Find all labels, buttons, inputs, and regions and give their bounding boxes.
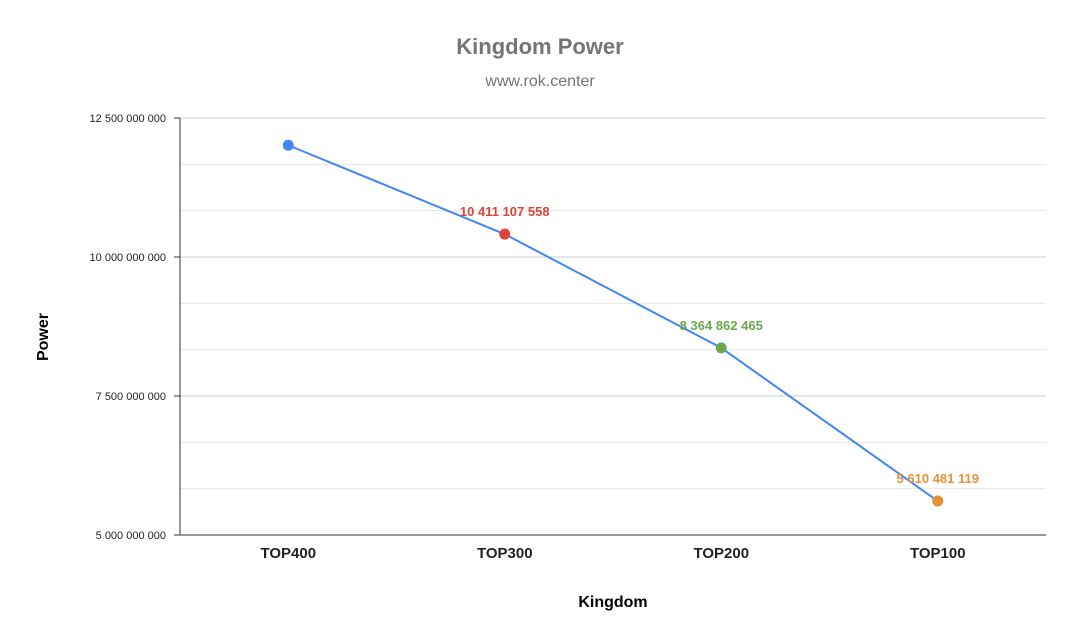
y-tick-label: 12 500 000 000 <box>90 113 166 125</box>
y-tick-label: 7 500 000 000 <box>96 391 166 403</box>
series-line <box>287 144 939 502</box>
x-tick-label: TOP400 <box>260 545 316 562</box>
data-point <box>715 342 727 354</box>
y-axis-title: Power <box>35 313 52 361</box>
data-labels: 10 411 107 558 8 364 862 465 5 610 481 119 <box>460 204 979 486</box>
y-tick-label: 5 000 000 000 <box>96 530 166 542</box>
data-point <box>282 139 294 151</box>
y-tick-label: 10 000 000 000 <box>90 252 166 264</box>
x-tick-label: TOP300 <box>477 545 533 562</box>
x-tick-label: TOP100 <box>910 545 966 562</box>
data-point <box>932 495 944 507</box>
chart-subtitle: www.rok.center <box>484 73 595 90</box>
y-axis-tick-labels: 5 000 000 000 7 500 000 000 10 000 000 000… <box>90 113 166 542</box>
chart-title: Kingdom Power <box>456 34 624 59</box>
x-tick-label: TOP200 <box>693 545 749 562</box>
data-label: 5 610 481 119 <box>897 471 979 486</box>
series-power <box>282 139 944 507</box>
data-label: 8 364 862 465 <box>680 318 763 333</box>
axes <box>174 117 1046 536</box>
x-axis-title: Kingdom <box>578 594 647 611</box>
data-point <box>499 228 511 240</box>
data-label: 10 411 107 558 <box>460 204 550 219</box>
x-axis-tick-labels: TOP400 TOP300 TOP200 TOP100 <box>260 545 965 562</box>
